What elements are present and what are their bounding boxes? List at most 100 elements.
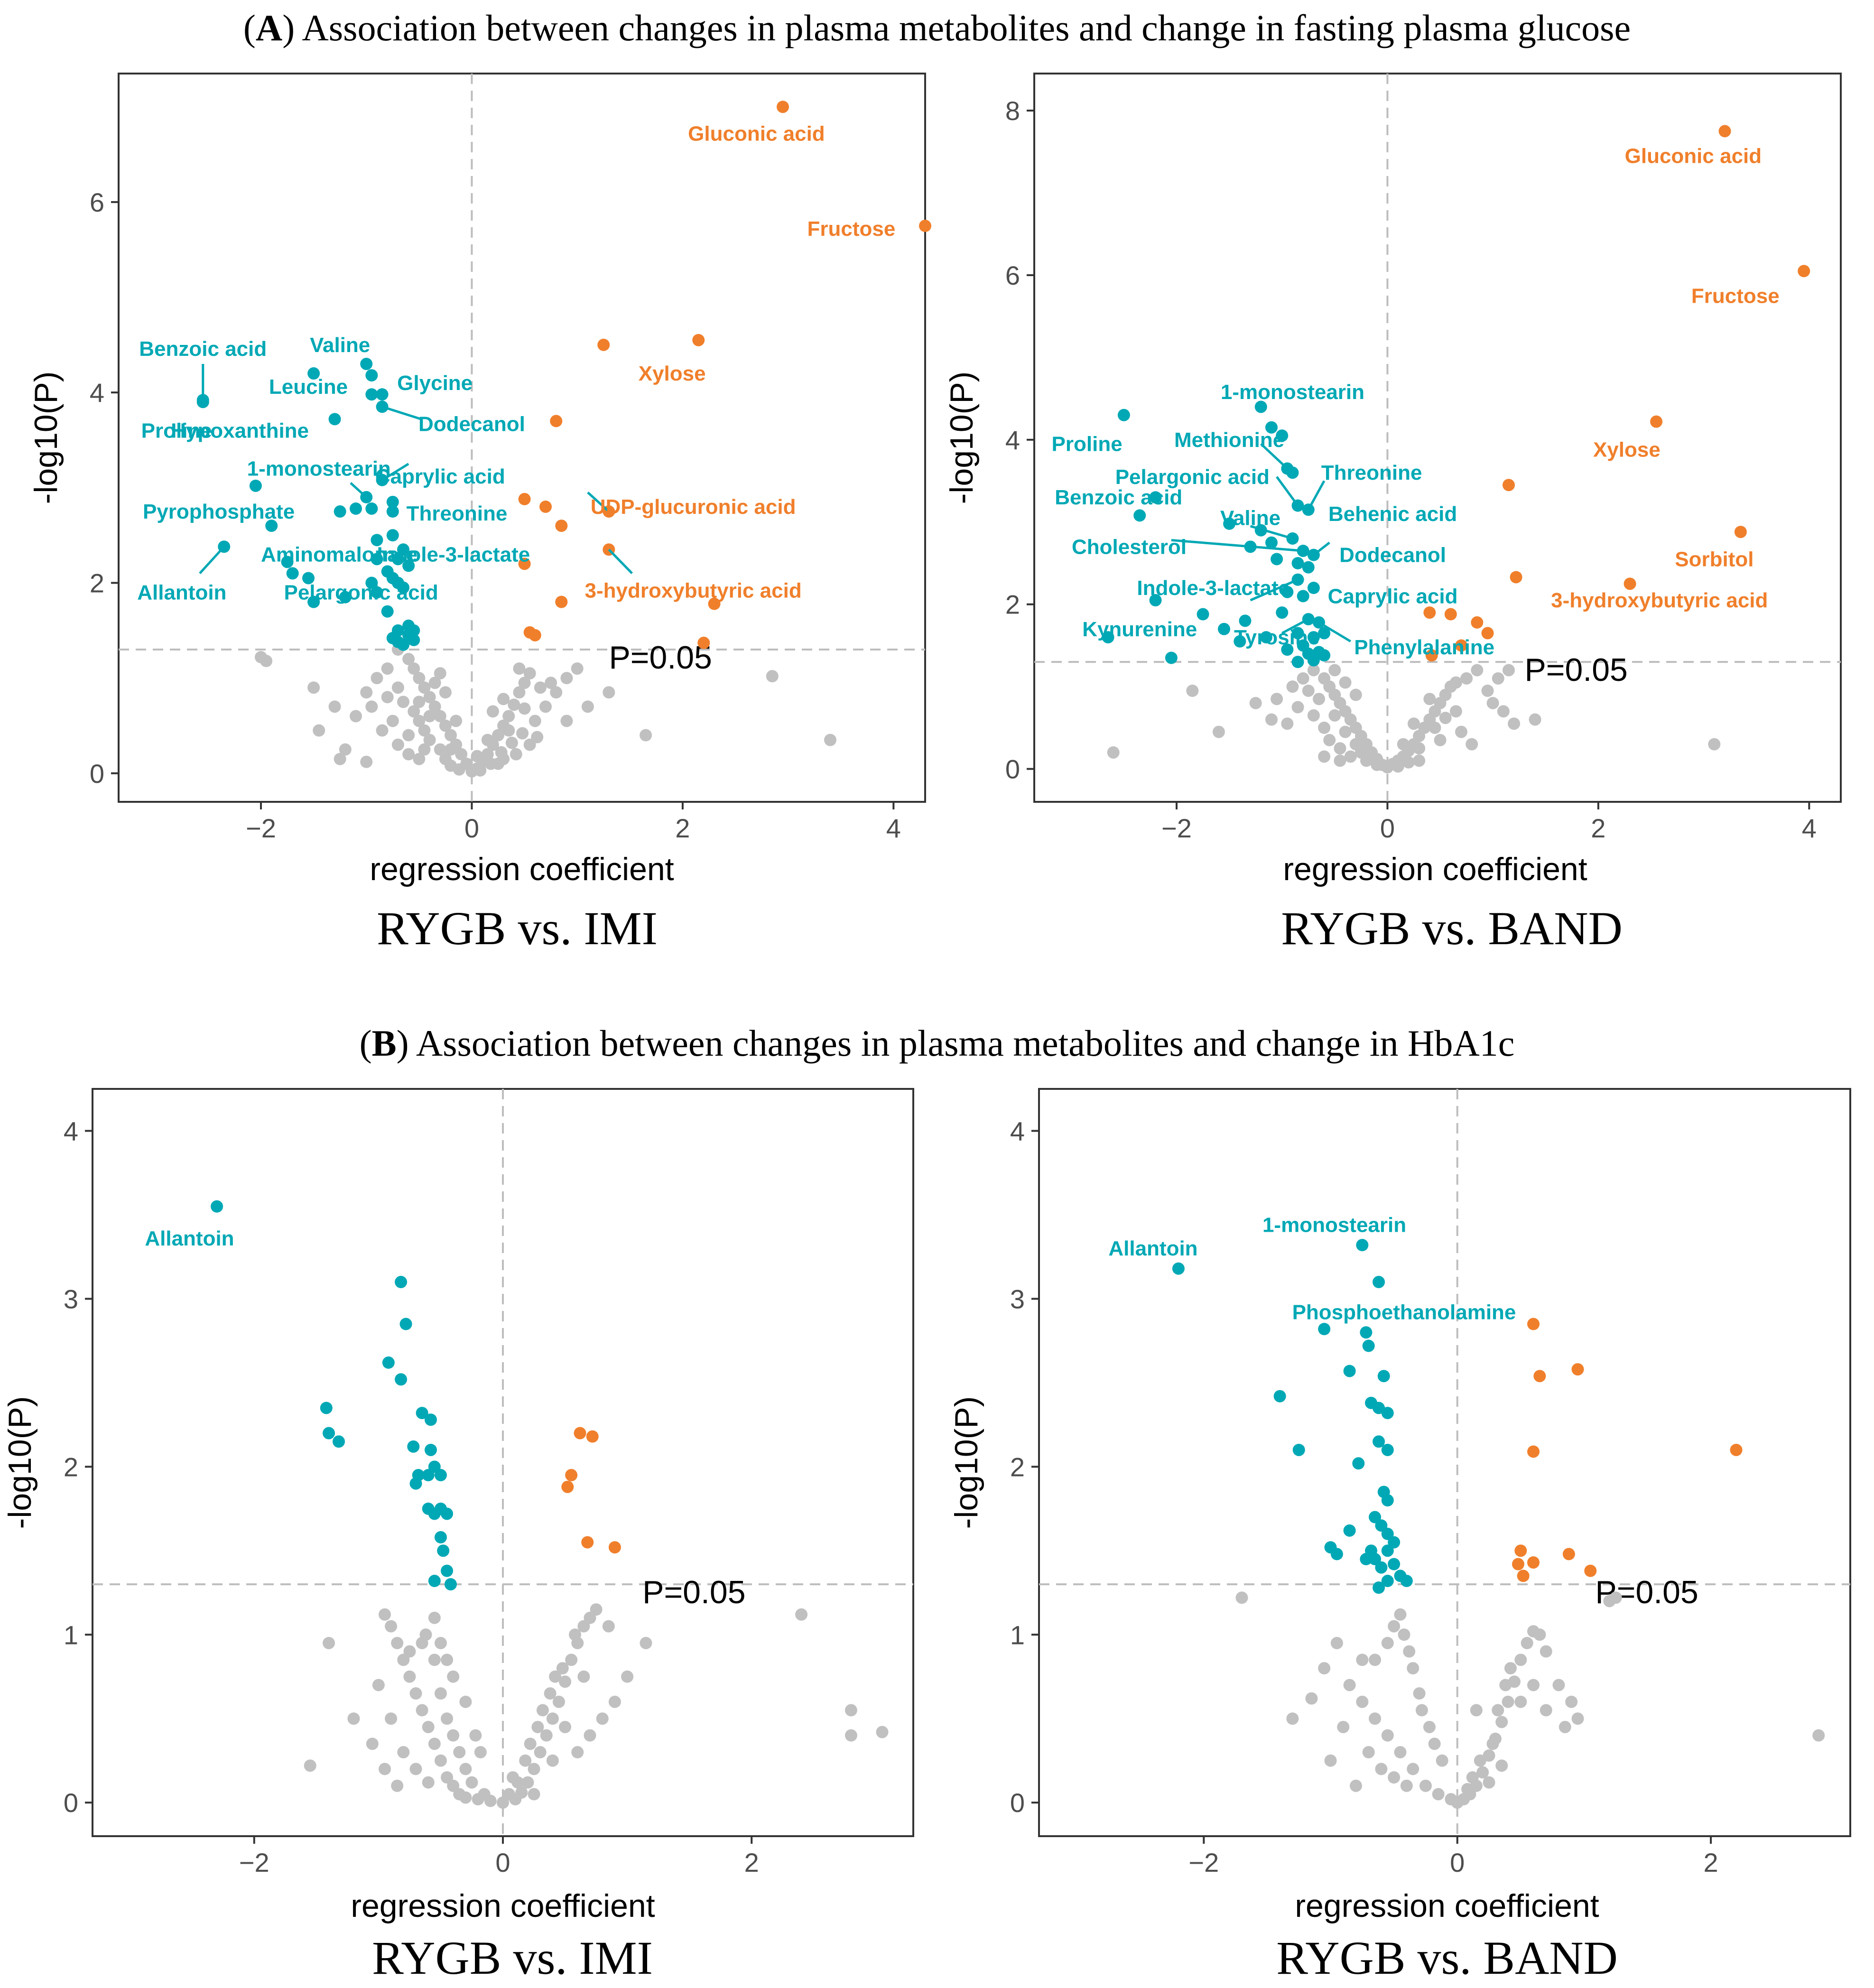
point-not-significant: [459, 1791, 472, 1804]
label-leader: [1171, 539, 1303, 552]
point-not-significant: [418, 724, 431, 737]
point-negative: [1291, 656, 1304, 669]
point-not-significant: [1318, 721, 1331, 734]
point-not-significant: [455, 748, 468, 761]
point-not-significant: [1354, 746, 1367, 759]
point-label: Gluconic acid: [1625, 144, 1762, 167]
point-negative: [444, 1578, 457, 1591]
point-negative: [424, 1443, 437, 1456]
point-not-significant: [434, 710, 446, 723]
point-negative: [365, 502, 378, 515]
point-label: Phosphoethanolamine: [1292, 1301, 1516, 1324]
point-not-significant: [531, 731, 544, 743]
point-not-significant: [447, 1729, 460, 1742]
section-title-a: (A) Association between changes in plasm…: [243, 7, 1631, 48]
point-negative: [1375, 1519, 1388, 1532]
point-negative: [1165, 651, 1178, 664]
point-not-significant: [1265, 713, 1278, 726]
point-positive: [1624, 577, 1636, 590]
x-axis-label: regression coefficient: [1283, 851, 1587, 887]
point-negative: [408, 633, 420, 646]
point-not-significant: [422, 1776, 435, 1789]
point-not-significant: [534, 681, 547, 694]
point-not-significant: [1339, 676, 1352, 689]
point-not-significant: [565, 1654, 578, 1666]
point-negative: [334, 505, 346, 518]
threshold-label: P=0.05: [609, 640, 712, 676]
point-not-significant: [323, 1636, 335, 1649]
point-label: Proline: [1052, 433, 1123, 456]
point-negative: [1381, 1527, 1394, 1540]
point-not-significant: [422, 1720, 435, 1733]
point-not-significant: [621, 1670, 634, 1683]
plot-frame: [1033, 73, 1842, 803]
point-not-significant: [1708, 738, 1721, 751]
point-label: Dodecanol: [1339, 544, 1446, 567]
point-negative: [386, 529, 399, 542]
point-not-significant: [441, 1654, 454, 1666]
point-negative: [307, 367, 320, 380]
point-not-significant: [439, 719, 452, 732]
label-leader: [1250, 525, 1293, 540]
point-negative: [397, 638, 409, 651]
point-not-significant: [423, 691, 436, 704]
point-label: Tyrosine: [1234, 626, 1319, 649]
point-positive: [1584, 1564, 1597, 1577]
x-axis-label: regression coefficient: [370, 851, 674, 887]
point-not-significant: [403, 1645, 416, 1658]
point-not-significant: [502, 724, 515, 737]
y-tick-label: 4: [1005, 425, 1020, 455]
point-not-significant: [1514, 1654, 1527, 1666]
point-positive: [708, 597, 721, 610]
point-not-significant: [1394, 1746, 1407, 1759]
point-positive: [1481, 627, 1494, 640]
point-not-significant: [402, 748, 415, 761]
point-negative: [320, 1402, 333, 1414]
y-axis-label: -log10(P): [2, 1396, 38, 1529]
point-not-significant: [447, 1779, 460, 1792]
point-not-significant: [1504, 1662, 1517, 1675]
point-positive: [518, 492, 531, 505]
y-axis-label: -log10(P): [944, 372, 980, 504]
point-not-significant: [459, 1695, 472, 1708]
y-axis-label: -log10(P): [948, 1396, 984, 1529]
point-not-significant: [419, 1628, 432, 1641]
point-negative: [350, 502, 362, 515]
point-not-significant: [418, 743, 431, 756]
point-not-significant: [1529, 713, 1541, 726]
label-leader: [1313, 541, 1330, 556]
point-label: Fructose: [1691, 284, 1780, 307]
point-positive: [586, 1430, 599, 1443]
point-not-significant: [1302, 684, 1315, 697]
y-tick-label: 8: [1005, 96, 1020, 126]
point-negative: [386, 495, 399, 508]
point-not-significant: [445, 743, 457, 756]
point-not-significant: [378, 1608, 391, 1621]
point-not-significant: [1323, 734, 1336, 746]
point-not-significant: [603, 686, 615, 699]
point-not-significant: [1403, 1645, 1416, 1658]
point-not-significant: [546, 1712, 559, 1725]
point-not-significant: [1428, 1737, 1441, 1750]
point-not-significant: [1369, 1712, 1382, 1725]
point-label: Threonine: [407, 502, 508, 525]
point-positive: [555, 520, 568, 532]
point-negative: [1373, 1581, 1385, 1594]
point-not-significant: [581, 700, 594, 713]
x-tick-label: 0: [1380, 813, 1395, 843]
point-not-significant: [371, 672, 383, 685]
point-not-significant: [766, 670, 779, 683]
y-tick-label: 2: [1005, 590, 1020, 620]
point-not-significant: [1400, 1779, 1413, 1792]
point-not-significant: [523, 738, 536, 751]
point-not-significant: [381, 662, 394, 675]
point-not-significant: [1344, 750, 1357, 763]
point-not-significant: [1481, 684, 1494, 697]
point-not-significant: [408, 705, 420, 718]
point-positive: [565, 1469, 578, 1482]
point-not-significant: [1413, 1687, 1426, 1700]
point-not-significant: [391, 1636, 404, 1649]
point-not-significant: [471, 750, 483, 762]
point-negative: [397, 581, 409, 594]
point-not-significant: [474, 1746, 487, 1759]
